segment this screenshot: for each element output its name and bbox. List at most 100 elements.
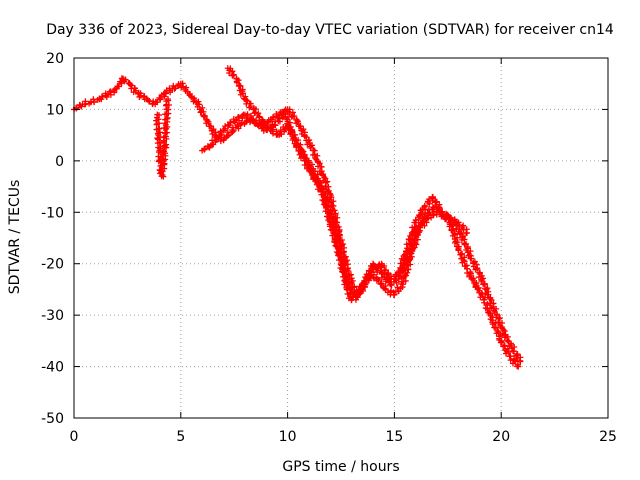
data-point-trail (231, 119, 238, 126)
x-tick-label: 0 (70, 429, 79, 445)
data-point-trail (395, 269, 402, 276)
y-tick-label: 0 (55, 154, 64, 170)
data-point-trail (201, 146, 208, 153)
data-point-trail (378, 280, 385, 287)
data-point-trail (497, 331, 504, 338)
data-point-trail (165, 101, 172, 108)
data-point-trail (156, 94, 163, 101)
data-point-trail (165, 106, 172, 113)
data-point (515, 363, 522, 370)
data-point-trail (226, 70, 233, 77)
data-point-trail (449, 232, 456, 239)
data-point-trail (467, 272, 474, 279)
data-point-trail (378, 264, 385, 271)
data-point-trail (464, 249, 471, 256)
data-point-trail (103, 94, 110, 101)
chart-title: Day 336 of 2023, Sidereal Day-to-day VTE… (46, 22, 614, 38)
data-point-trail (160, 173, 167, 180)
data-point-trail (404, 245, 411, 252)
data-point-trail (269, 130, 276, 137)
data-point-trail (239, 90, 246, 97)
data-point-trail (235, 83, 242, 90)
data-point-trail (493, 330, 500, 337)
data-point-trail (199, 104, 206, 111)
data-point-trail (467, 255, 474, 262)
data-point-trail (340, 254, 347, 261)
x-tick-label: 5 (176, 429, 185, 445)
data-point-trail (307, 143, 314, 150)
data-point-trail (278, 108, 285, 115)
data-point-trail (295, 137, 302, 144)
data-point-trail (348, 279, 355, 286)
data-point-trail (321, 174, 328, 181)
data-point-trail (324, 178, 331, 185)
data-point-trail (407, 233, 414, 240)
data-point-trail (114, 83, 121, 90)
data-point (517, 358, 524, 365)
y-tick-labels: -50 -40 -30 -20 -10 0 10 20 (41, 51, 64, 427)
data-point-trail (403, 241, 410, 248)
x-tick-label: 15 (385, 429, 403, 445)
data-point-trail (366, 271, 373, 278)
x-tick-labels: 0 5 10 15 20 25 (70, 429, 617, 445)
data-point-trail (205, 118, 212, 125)
data-point-trail (472, 282, 479, 289)
data-point-trail (261, 120, 268, 127)
data-point-trail (381, 267, 388, 274)
data-point-trail (312, 155, 319, 162)
data-point-trail (364, 274, 371, 281)
data-point-trail (153, 121, 160, 128)
plot-frame (73, 57, 609, 419)
data-point-trail (451, 216, 458, 223)
data-point-trail (301, 133, 308, 140)
data-point-trail (474, 265, 481, 272)
data-point-trail (377, 281, 384, 288)
data-point-trail (387, 273, 394, 280)
data-point-trail (362, 281, 369, 288)
data-point-trail (160, 134, 167, 141)
data-point-trail (282, 125, 289, 132)
data-point-trail (318, 187, 325, 194)
data-point-trail (455, 246, 462, 253)
data-point-trail (162, 129, 169, 136)
data-point-trail (446, 223, 453, 230)
data-point-trail (295, 123, 302, 130)
data-point-trail (429, 194, 436, 201)
data-point-trail (156, 149, 163, 156)
data-point-trail (341, 253, 348, 260)
y-tick-label: -20 (41, 257, 64, 273)
x-tick-label: 10 (279, 429, 297, 445)
x-tick-label: 20 (492, 429, 510, 445)
data-point-trail (82, 98, 89, 105)
y-axis-label: SDTVAR / TECUs (7, 180, 23, 295)
data-point-trail (421, 202, 428, 209)
y-tick-label: -30 (41, 308, 64, 324)
data-points (71, 65, 524, 370)
data-point-trail (315, 180, 322, 187)
data-point-trail (324, 204, 331, 211)
data-point-trail (161, 90, 168, 97)
data-point (164, 96, 171, 103)
x-axis-label: GPS time / hours (282, 459, 399, 475)
data-point-trail (213, 135, 220, 142)
data-point-trail (478, 276, 485, 283)
y-tick-label: -10 (41, 205, 64, 221)
data-point-trail (436, 205, 443, 212)
data-point-trail (470, 263, 477, 270)
data-point-trail (421, 222, 428, 229)
data-point-trail (457, 251, 464, 258)
data-point-trail (305, 157, 312, 164)
data-point-trail (468, 275, 475, 282)
data-point-trail (401, 251, 408, 258)
data-point-trail (107, 88, 114, 95)
axis-ticks (73, 57, 609, 419)
data-point-trail (432, 199, 439, 206)
y-tick-label: 20 (46, 51, 64, 67)
data-point-trail (181, 86, 188, 93)
data-point-trail (497, 339, 504, 346)
data-point-trail (491, 307, 498, 314)
y-tick-label: 10 (46, 102, 64, 118)
data-point-trail (154, 99, 161, 106)
data-point-trail (274, 114, 281, 121)
